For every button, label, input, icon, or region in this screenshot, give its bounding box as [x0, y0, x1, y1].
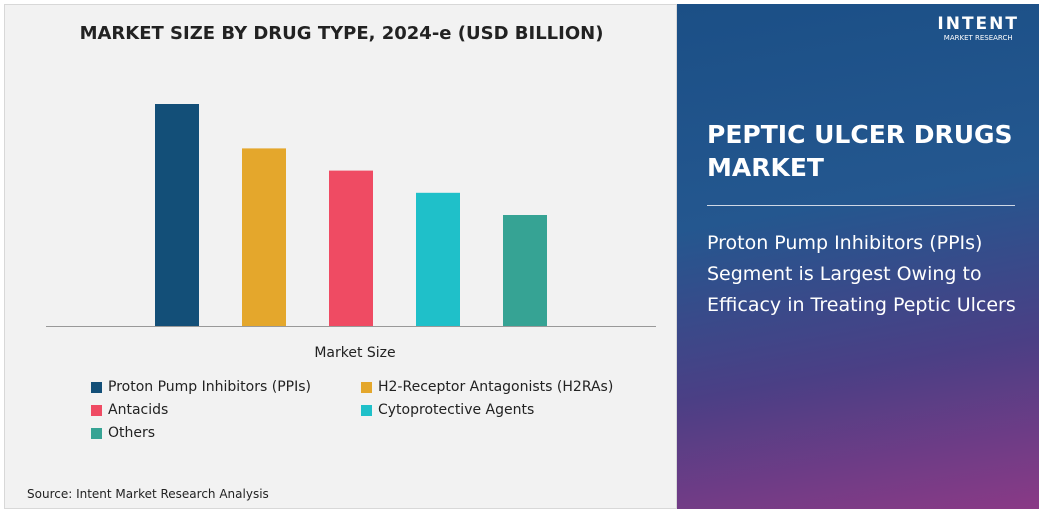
chart-title: MARKET SIZE BY DRUG TYPE, 2024-e (USD BI…	[79, 23, 604, 44]
bar-2	[329, 170, 373, 326]
bar-chart	[46, 104, 656, 327]
source-note: Source: Intent Market Research Analysis	[27, 487, 269, 501]
bar-0	[155, 104, 199, 326]
logo-text: INTENT	[937, 14, 1019, 34]
legend-swatch	[361, 381, 372, 393]
summary-panel: INTENT MARKET RESEARCH PEPTIC ULCER DRUG…	[677, 4, 1039, 509]
divider	[707, 205, 1015, 206]
legend-swatch	[91, 404, 102, 416]
legend-item: H2-Receptor Antagonists (H2RAs)	[361, 379, 613, 395]
bar-3	[416, 192, 460, 326]
market-description: Proton Pump Inhibitors (PPIs) Segment is…	[707, 232, 1016, 316]
market-title: PEPTIC ULCER DRUGS MARKET	[707, 120, 1013, 182]
legend-label: Proton Pump Inhibitors (PPIs)	[108, 379, 311, 395]
x-axis-label: Market Size	[314, 345, 396, 361]
logo: INTENT MARKET RESEARCH	[937, 14, 1019, 42]
legend-swatch	[91, 381, 102, 393]
legend-swatch	[91, 427, 102, 439]
bar-4	[503, 215, 547, 326]
legend-label: Antacids	[108, 402, 169, 418]
bar-1	[242, 148, 286, 326]
legend-label: Others	[108, 425, 156, 441]
legend-item: Antacids	[91, 402, 168, 418]
legend-label: H2-Receptor Antagonists (H2RAs)	[378, 379, 614, 395]
chart-panel: MARKET SIZE BY DRUG TYPE, 2024-e (USD BI…	[4, 4, 677, 509]
legend-item: Others	[91, 425, 155, 441]
legend-item: Cytoprotective Agents	[361, 402, 534, 418]
legend-label: Cytoprotective Agents	[378, 402, 535, 418]
logo-subtext: MARKET RESEARCH	[943, 34, 1013, 42]
legend-item: Proton Pump Inhibitors (PPIs)	[91, 379, 311, 395]
legend-swatch	[361, 404, 372, 416]
